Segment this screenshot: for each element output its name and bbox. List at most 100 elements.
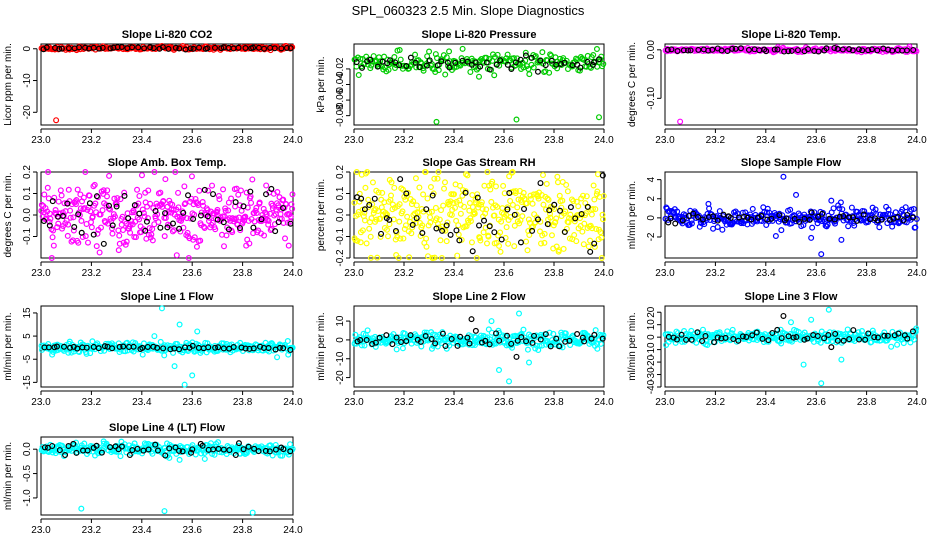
data-point	[122, 241, 129, 248]
data-point	[553, 335, 560, 342]
data-point	[145, 446, 152, 453]
data-point	[120, 227, 127, 234]
data-point	[68, 238, 75, 245]
data-point	[517, 239, 524, 246]
data-point	[150, 343, 157, 350]
data-point	[550, 222, 557, 229]
data-point	[117, 196, 124, 203]
data-point	[474, 191, 481, 198]
data-point	[910, 46, 917, 53]
outlier-point	[513, 116, 520, 123]
data-point	[65, 443, 72, 450]
data-point	[886, 216, 893, 223]
chart-title: Slope Line 2 Flow	[433, 291, 526, 303]
data-point	[836, 205, 843, 212]
data-point	[554, 173, 561, 180]
data-point	[491, 212, 498, 219]
data-point	[888, 343, 895, 350]
data-point	[523, 238, 530, 245]
data-point	[160, 345, 167, 352]
data-point	[144, 343, 151, 350]
data-point	[432, 340, 439, 347]
data-point	[114, 195, 121, 202]
outlier-point	[808, 234, 815, 241]
data-point	[363, 336, 370, 343]
data-point	[80, 194, 87, 201]
data-point	[399, 208, 406, 215]
data-point	[509, 201, 516, 208]
data-point	[678, 331, 685, 338]
data-point	[165, 45, 172, 52]
data-point	[441, 179, 448, 186]
data-point	[45, 169, 52, 176]
data-point	[220, 446, 227, 453]
data-point	[452, 204, 459, 211]
data-point	[377, 233, 384, 240]
data-point	[590, 182, 597, 189]
data-point	[374, 63, 381, 70]
data-point	[210, 191, 217, 198]
data-point	[561, 228, 568, 235]
data-point	[260, 205, 267, 212]
data-point	[801, 336, 808, 343]
data-point	[46, 222, 53, 229]
data-point	[461, 203, 468, 210]
data-point	[113, 203, 120, 210]
data-point	[672, 220, 679, 227]
data-point	[157, 189, 164, 196]
data-point	[485, 326, 492, 333]
data-point	[361, 342, 368, 349]
data-point	[51, 194, 58, 201]
data-point	[126, 451, 133, 458]
data-point	[220, 219, 227, 226]
data-point	[434, 175, 441, 182]
data-point	[904, 211, 911, 218]
y-axis-label: ml/min per min.	[3, 312, 14, 380]
data-point	[70, 440, 77, 447]
data-point	[790, 334, 797, 341]
data-point	[364, 169, 371, 176]
data-point	[41, 191, 48, 198]
data-point	[473, 255, 480, 262]
data-point	[727, 214, 734, 221]
data-point	[529, 339, 536, 346]
y-tick-label: 0	[335, 337, 346, 343]
x-tick-label: 23.4	[444, 397, 464, 408]
data-point	[422, 169, 429, 176]
data-point	[486, 341, 493, 348]
data-point	[514, 337, 521, 344]
data-point	[127, 229, 134, 236]
data-point	[589, 225, 596, 232]
data-point	[684, 47, 691, 54]
data-point	[393, 346, 400, 353]
data-point	[520, 189, 527, 196]
outlier-point	[78, 505, 85, 512]
data-point	[154, 344, 161, 351]
data-point	[464, 172, 471, 179]
data-point	[396, 201, 403, 208]
data-point	[65, 45, 72, 52]
data-point	[521, 205, 528, 212]
data-point	[815, 213, 822, 220]
data-point	[246, 240, 253, 247]
data-point	[396, 47, 403, 54]
data-point	[787, 206, 794, 213]
data-point	[372, 339, 379, 346]
data-point	[538, 240, 545, 247]
data-point	[773, 332, 780, 339]
outlier-point	[189, 372, 196, 379]
data-point	[55, 198, 62, 205]
chart-panel-4: Slope Amb. Box Temp. 23.0 23.2 23.4 23.6 23.8…	[3, 157, 303, 279]
data-point	[778, 227, 785, 234]
data-point	[855, 46, 862, 53]
data-point	[705, 47, 712, 54]
data-point	[99, 44, 106, 51]
data-point	[419, 222, 426, 229]
data-point	[848, 204, 855, 211]
data-point	[378, 230, 385, 237]
data-point	[424, 195, 431, 202]
data-point	[527, 196, 534, 203]
outlier-point	[825, 306, 832, 313]
data-point	[874, 334, 881, 341]
data-point	[70, 214, 77, 221]
